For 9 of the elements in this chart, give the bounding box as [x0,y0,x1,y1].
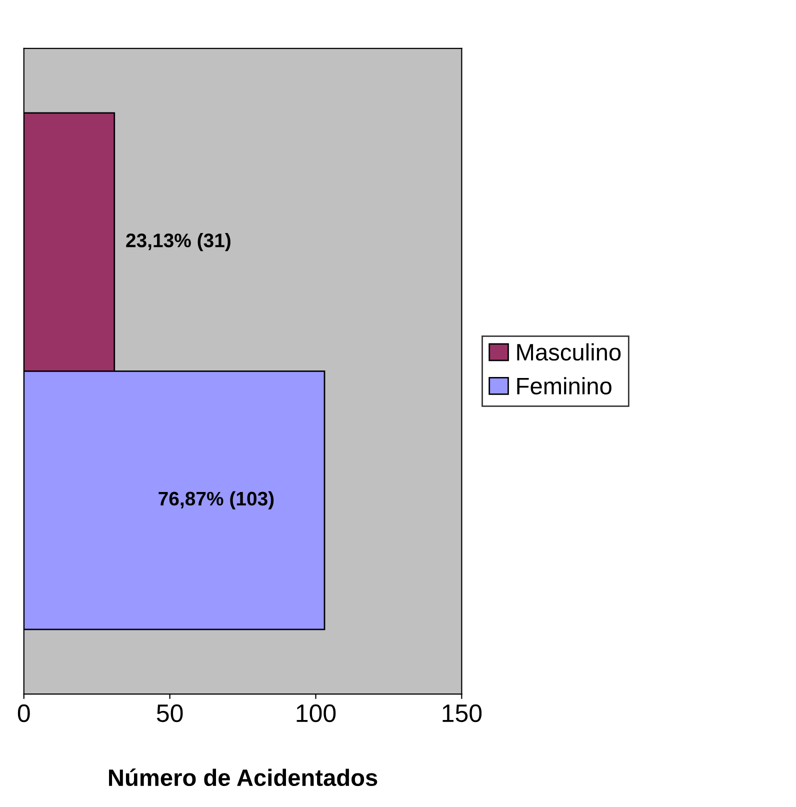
legend-label: Feminino [517,377,612,394]
x-tick-label: 0 [18,704,30,722]
x-tick-label: 50 [156,704,183,722]
data-label: 76,87% (103) [158,491,274,510]
x-tick-label: 150 [442,704,482,722]
legend-label: Masculino [517,343,621,361]
data-label: 23,13% (31) [126,233,230,252]
x-axis-title: Número de Acidentados [109,768,378,786]
x-tick-label: 100 [296,704,336,722]
